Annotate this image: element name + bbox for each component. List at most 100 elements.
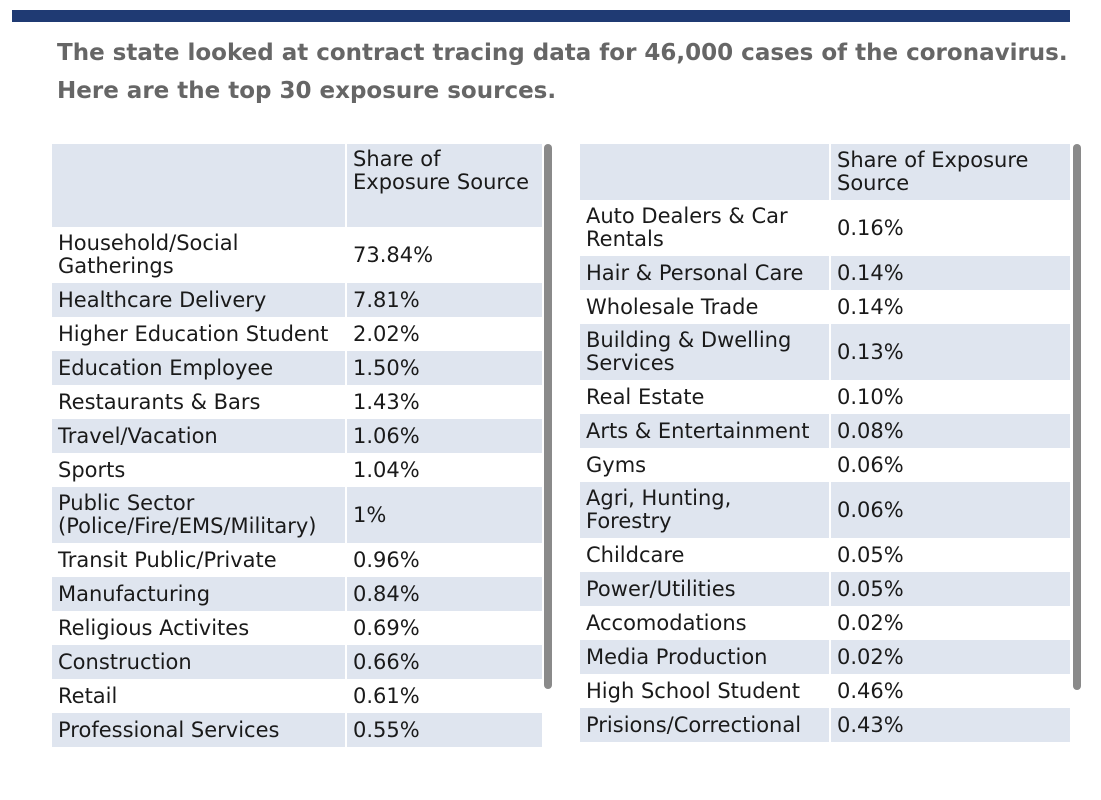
- share-cell: 0.14%: [830, 256, 1070, 290]
- share-cell: 1.04%: [346, 453, 542, 487]
- category-cell: Sports: [52, 453, 347, 487]
- share-cell: 0.08%: [830, 414, 1070, 448]
- table-row: Real Estate 0.10%: [580, 380, 1070, 414]
- exposure-table-left: Share of Exposure Source Household/Socia…: [52, 144, 542, 747]
- share-cell: 0.66%: [346, 645, 542, 679]
- header-cell-share: Share of Exposure Source: [346, 144, 542, 227]
- table-row: Agri, Hunting, Forestry 0.06%: [580, 482, 1070, 538]
- category-cell: Education Employee: [52, 351, 347, 385]
- table-row: Auto Dealers & Car Rentals 0.16%: [580, 200, 1070, 256]
- table-row: Gyms 0.06%: [580, 448, 1070, 482]
- category-cell: Public Sector (Police/Fire/EMS/Military): [52, 487, 347, 543]
- table-row: Travel/Vacation 1.06%: [52, 419, 542, 453]
- table-row: Accomodations 0.02%: [580, 606, 1070, 640]
- share-cell: 73.84%: [346, 227, 542, 283]
- share-cell: 0.05%: [830, 572, 1070, 606]
- category-cell: Arts & Entertainment: [580, 414, 831, 448]
- table-row: Public Sector (Police/Fire/EMS/Military)…: [52, 487, 542, 543]
- right-table-container: Share of Exposure Source Auto Dealers & …: [580, 144, 1070, 742]
- table-row: Professional Services 0.55%: [52, 713, 542, 747]
- table-row: Religious Activites 0.69%: [52, 611, 542, 645]
- category-cell: Prisions/Correctional: [580, 708, 831, 742]
- share-cell: 7.81%: [346, 283, 542, 317]
- share-cell: 0.43%: [830, 708, 1070, 742]
- share-cell: 0.69%: [346, 611, 542, 645]
- table-header-row: Share of Exposure Source: [52, 144, 542, 227]
- table-row: Childcare 0.05%: [580, 538, 1070, 572]
- share-cell: 0.16%: [830, 200, 1070, 256]
- table-row: Prisions/Correctional 0.43%: [580, 708, 1070, 742]
- category-cell: Gyms: [580, 448, 831, 482]
- top-accent-bar: [12, 10, 1070, 22]
- table-row: Transit Public/Private 0.96%: [52, 543, 542, 577]
- category-cell: Household/Social Gatherings: [52, 227, 347, 283]
- left-table-scrollbar[interactable]: [544, 144, 552, 689]
- share-cell: 0.61%: [346, 679, 542, 713]
- share-cell: 0.06%: [830, 482, 1070, 538]
- share-cell: 0.55%: [346, 713, 542, 747]
- share-cell: 0.02%: [830, 606, 1070, 640]
- table-row: Construction 0.66%: [52, 645, 542, 679]
- category-cell: Media Production: [580, 640, 831, 674]
- table-row: Hair & Personal Care 0.14%: [580, 256, 1070, 290]
- category-cell: Hair & Personal Care: [580, 256, 831, 290]
- share-cell: 1.06%: [346, 419, 542, 453]
- category-cell: Religious Activites: [52, 611, 347, 645]
- table-row: Media Production 0.02%: [580, 640, 1070, 674]
- category-cell: Retail: [52, 679, 347, 713]
- share-cell: 1.43%: [346, 385, 542, 419]
- category-cell: Power/Utilities: [580, 572, 831, 606]
- share-cell: 0.46%: [830, 674, 1070, 708]
- share-cell: 0.06%: [830, 448, 1070, 482]
- headline-line-2: Here are the top 30 exposure sources.: [57, 78, 557, 104]
- category-cell: High School Student: [580, 674, 831, 708]
- exposure-table-right: Share of Exposure Source Auto Dealers & …: [580, 144, 1070, 742]
- category-cell: Auto Dealers & Car Rentals: [580, 200, 831, 256]
- header-cell-share: Share of Exposure Source: [830, 144, 1070, 200]
- share-cell: 0.05%: [830, 538, 1070, 572]
- left-table-container: Share of Exposure Source Household/Socia…: [52, 144, 542, 747]
- category-cell: Transit Public/Private: [52, 543, 347, 577]
- category-cell: Professional Services: [52, 713, 347, 747]
- category-cell: Travel/Vacation: [52, 419, 347, 453]
- table-row: Retail 0.61%: [52, 679, 542, 713]
- table-row: Healthcare Delivery 7.81%: [52, 283, 542, 317]
- category-cell: Construction: [52, 645, 347, 679]
- table-row: Restaurants & Bars 1.43%: [52, 385, 542, 419]
- table-row: Arts & Entertainment 0.08%: [580, 414, 1070, 448]
- table-row: Power/Utilities 0.05%: [580, 572, 1070, 606]
- category-cell: Building & Dwelling Services: [580, 324, 831, 380]
- category-cell: Real Estate: [580, 380, 831, 414]
- table-header-row: Share of Exposure Source: [580, 144, 1070, 200]
- share-cell: 0.10%: [830, 380, 1070, 414]
- table-row: Education Employee 1.50%: [52, 351, 542, 385]
- share-cell: 0.14%: [830, 290, 1070, 324]
- category-cell: Higher Education Student: [52, 317, 347, 351]
- table-row: Higher Education Student 2.02%: [52, 317, 542, 351]
- header-cell-category: [580, 144, 831, 200]
- category-cell: Healthcare Delivery: [52, 283, 347, 317]
- category-cell: Restaurants & Bars: [52, 385, 347, 419]
- share-cell: 0.96%: [346, 543, 542, 577]
- share-cell: 1%: [346, 487, 542, 543]
- table-row: Household/Social Gatherings 73.84%: [52, 227, 542, 283]
- share-cell: 2.02%: [346, 317, 542, 351]
- category-cell: Manufacturing: [52, 577, 347, 611]
- category-cell: Childcare: [580, 538, 831, 572]
- table-row: Building & Dwelling Services 0.13%: [580, 324, 1070, 380]
- table-row: Manufacturing 0.84%: [52, 577, 542, 611]
- category-cell: Accomodations: [580, 606, 831, 640]
- share-cell: 0.13%: [830, 324, 1070, 380]
- category-cell: Wholesale Trade: [580, 290, 831, 324]
- table-row: High School Student 0.46%: [580, 674, 1070, 708]
- share-cell: 1.50%: [346, 351, 542, 385]
- category-cell: Agri, Hunting, Forestry: [580, 482, 831, 538]
- header-cell-category: [52, 144, 347, 227]
- table-row: Sports 1.04%: [52, 453, 542, 487]
- share-cell: 0.84%: [346, 577, 542, 611]
- right-table-scrollbar[interactable]: [1073, 144, 1081, 690]
- share-cell: 0.02%: [830, 640, 1070, 674]
- headline-line-1: The state looked at contract tracing dat…: [57, 40, 1068, 66]
- table-row: Wholesale Trade 0.14%: [580, 290, 1070, 324]
- headline: The state looked at contract tracing dat…: [57, 34, 1068, 110]
